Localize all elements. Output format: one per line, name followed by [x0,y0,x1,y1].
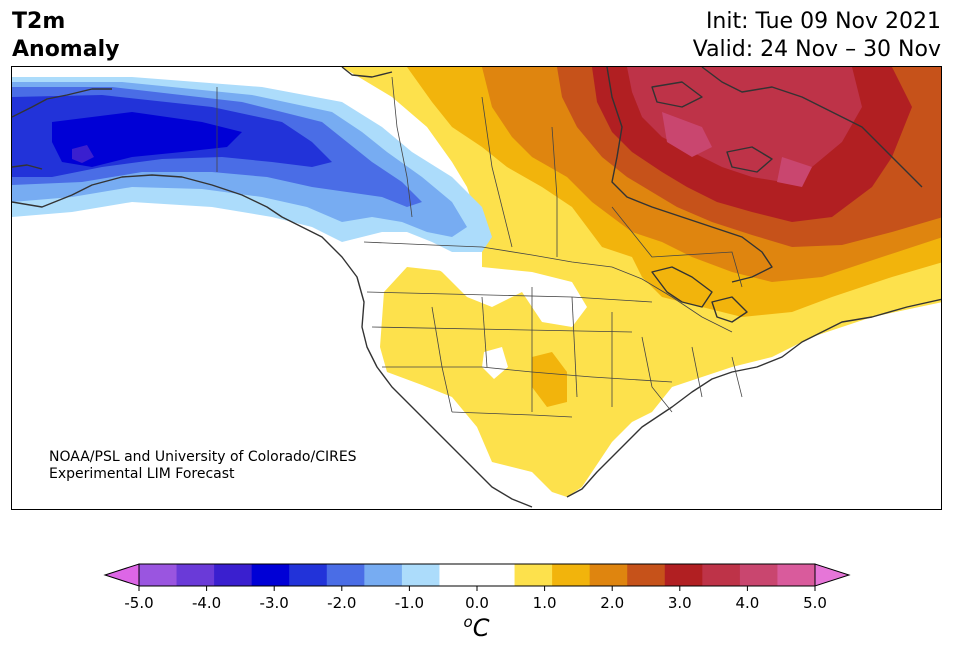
colorbar-tick-label: 1.0 [533,594,557,612]
colorbar-segment [439,564,478,586]
political-borders [216,76,743,418]
colorbar-tick-label: 4.0 [735,594,759,612]
colorbar: -5.0 -4.0 -3.0 -2.0 -1.0 0.0 1.0 2.0 3.0 4.0 5.0 [0,555,953,655]
colorbar-segment [139,564,178,586]
credit-line-1: NOAA/PSL and University of Colorado/CIRE… [49,449,357,465]
anomaly-shade-warm-7 [662,112,712,157]
coastlines [12,67,941,508]
credit-line-2: Experimental LIM Forecast [49,466,235,482]
colorbar-below-arrow [103,563,140,587]
colorbar-tick-label: -2.0 [327,594,356,612]
colorbar-segment [176,564,215,586]
colorbar-segment [251,564,290,586]
colorbar-segment [477,564,516,586]
colorbar-segment [589,564,628,586]
colorbar-segment [739,564,778,586]
colorbar-tick-label: 3.0 [668,594,692,612]
colorbar-ticks: -5.0 -4.0 -3.0 -2.0 -1.0 0.0 1.0 2.0 3.0 4.0 5.0 [124,586,827,612]
colorbar-segment [326,564,365,586]
valid-range: Valid: 24 Nov – 30 Nov [692,37,941,62]
colorbar-segment [552,564,591,586]
anomaly-shade-cold-6 [72,145,94,163]
colorbar-segment [664,564,703,586]
anomaly-shade-neutral-patch-2 [482,347,508,379]
forecast-dates: Init: Tue 09 Nov 2021 Valid: 24 Nov – 30… [693,8,941,64]
title-line-2: Anomaly [12,37,120,62]
anomaly-shade-cold-5 [52,112,242,167]
colorbar-tick-label: 0.0 [465,594,489,612]
colorbar-segments [139,564,816,586]
colorbar-tick-label: -5.0 [124,594,153,612]
title-line-1: T2m [12,9,66,34]
colorbar-svg: -5.0 -4.0 -3.0 -2.0 -1.0 0.0 1.0 2.0 3.0 4.0 5.0 [103,563,851,612]
colorbar-segment [702,564,741,586]
colorbar-segment [627,564,666,586]
anomaly-shade-warm-6 [627,67,862,182]
colorbar-segment [401,564,440,586]
colorbar-segment [289,564,328,586]
colorbar-tick-label: 5.0 [803,594,827,612]
colorbar-above-arrow [814,563,851,587]
anomaly-shade-warm-7b [777,157,812,187]
colorbar-tick-label: -4.0 [192,594,221,612]
colorbar-segment [214,564,253,586]
credit-text: NOAA/PSL and University of Colorado/CIRE… [49,449,357,483]
map-title: T2m Anomaly [12,8,119,64]
colorbar-segment [514,564,553,586]
colorbar-segment [777,564,816,586]
colorbar-tick-label: -3.0 [260,594,289,612]
colorbar-tick-label: -1.0 [395,594,424,612]
anomaly-map: NOAA/PSL and University of Colorado/CIRE… [11,66,942,510]
anomaly-shade-warm-2b [532,352,567,407]
colorbar-tick-label: 2.0 [600,594,624,612]
unit-label: oC [463,613,490,642]
colorbar-segment [364,564,403,586]
init-date: Init: Tue 09 Nov 2021 [705,9,941,34]
map-svg [12,67,941,508]
